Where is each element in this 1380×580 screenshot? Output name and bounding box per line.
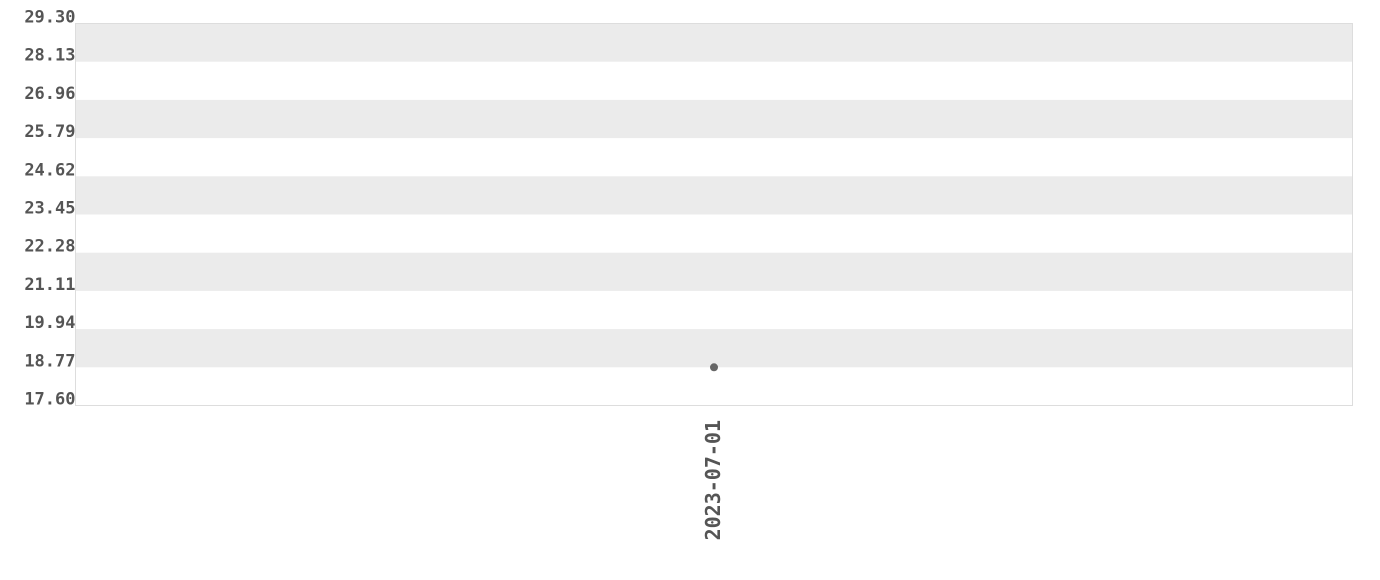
y-tick-label: 19.94 xyxy=(24,313,75,333)
y-tick-label: 28.13 xyxy=(24,46,75,66)
grid-band xyxy=(75,329,1353,368)
x-tick-label: 2023-07-01 xyxy=(701,420,725,540)
grid-band xyxy=(75,252,1353,291)
plot-frame xyxy=(75,23,1353,406)
grid-band xyxy=(75,176,1353,215)
y-tick-label: 17.60 xyxy=(24,390,75,410)
y-tick-label: 23.45 xyxy=(24,199,75,219)
y-tick-label: 18.77 xyxy=(24,351,75,371)
data-point xyxy=(710,363,718,372)
y-axis: 17.60 18.77 19.94 21.11 22.28 23.45 24.62 25.79… xyxy=(24,8,75,410)
x-axis: 2023-07-01 xyxy=(701,420,725,540)
y-tick-label: 22.28 xyxy=(24,237,75,257)
y-tick-label: 21.11 xyxy=(24,275,75,295)
y-tick-label: 26.96 xyxy=(24,84,75,104)
y-tick-label: 29.30 xyxy=(24,8,75,28)
data-points xyxy=(710,363,718,372)
grid-band xyxy=(75,99,1353,139)
grid-band xyxy=(75,23,1353,62)
grid-bands xyxy=(75,23,1353,368)
y-tick-label: 24.62 xyxy=(24,160,75,180)
y-tick-label: 25.79 xyxy=(24,122,75,142)
